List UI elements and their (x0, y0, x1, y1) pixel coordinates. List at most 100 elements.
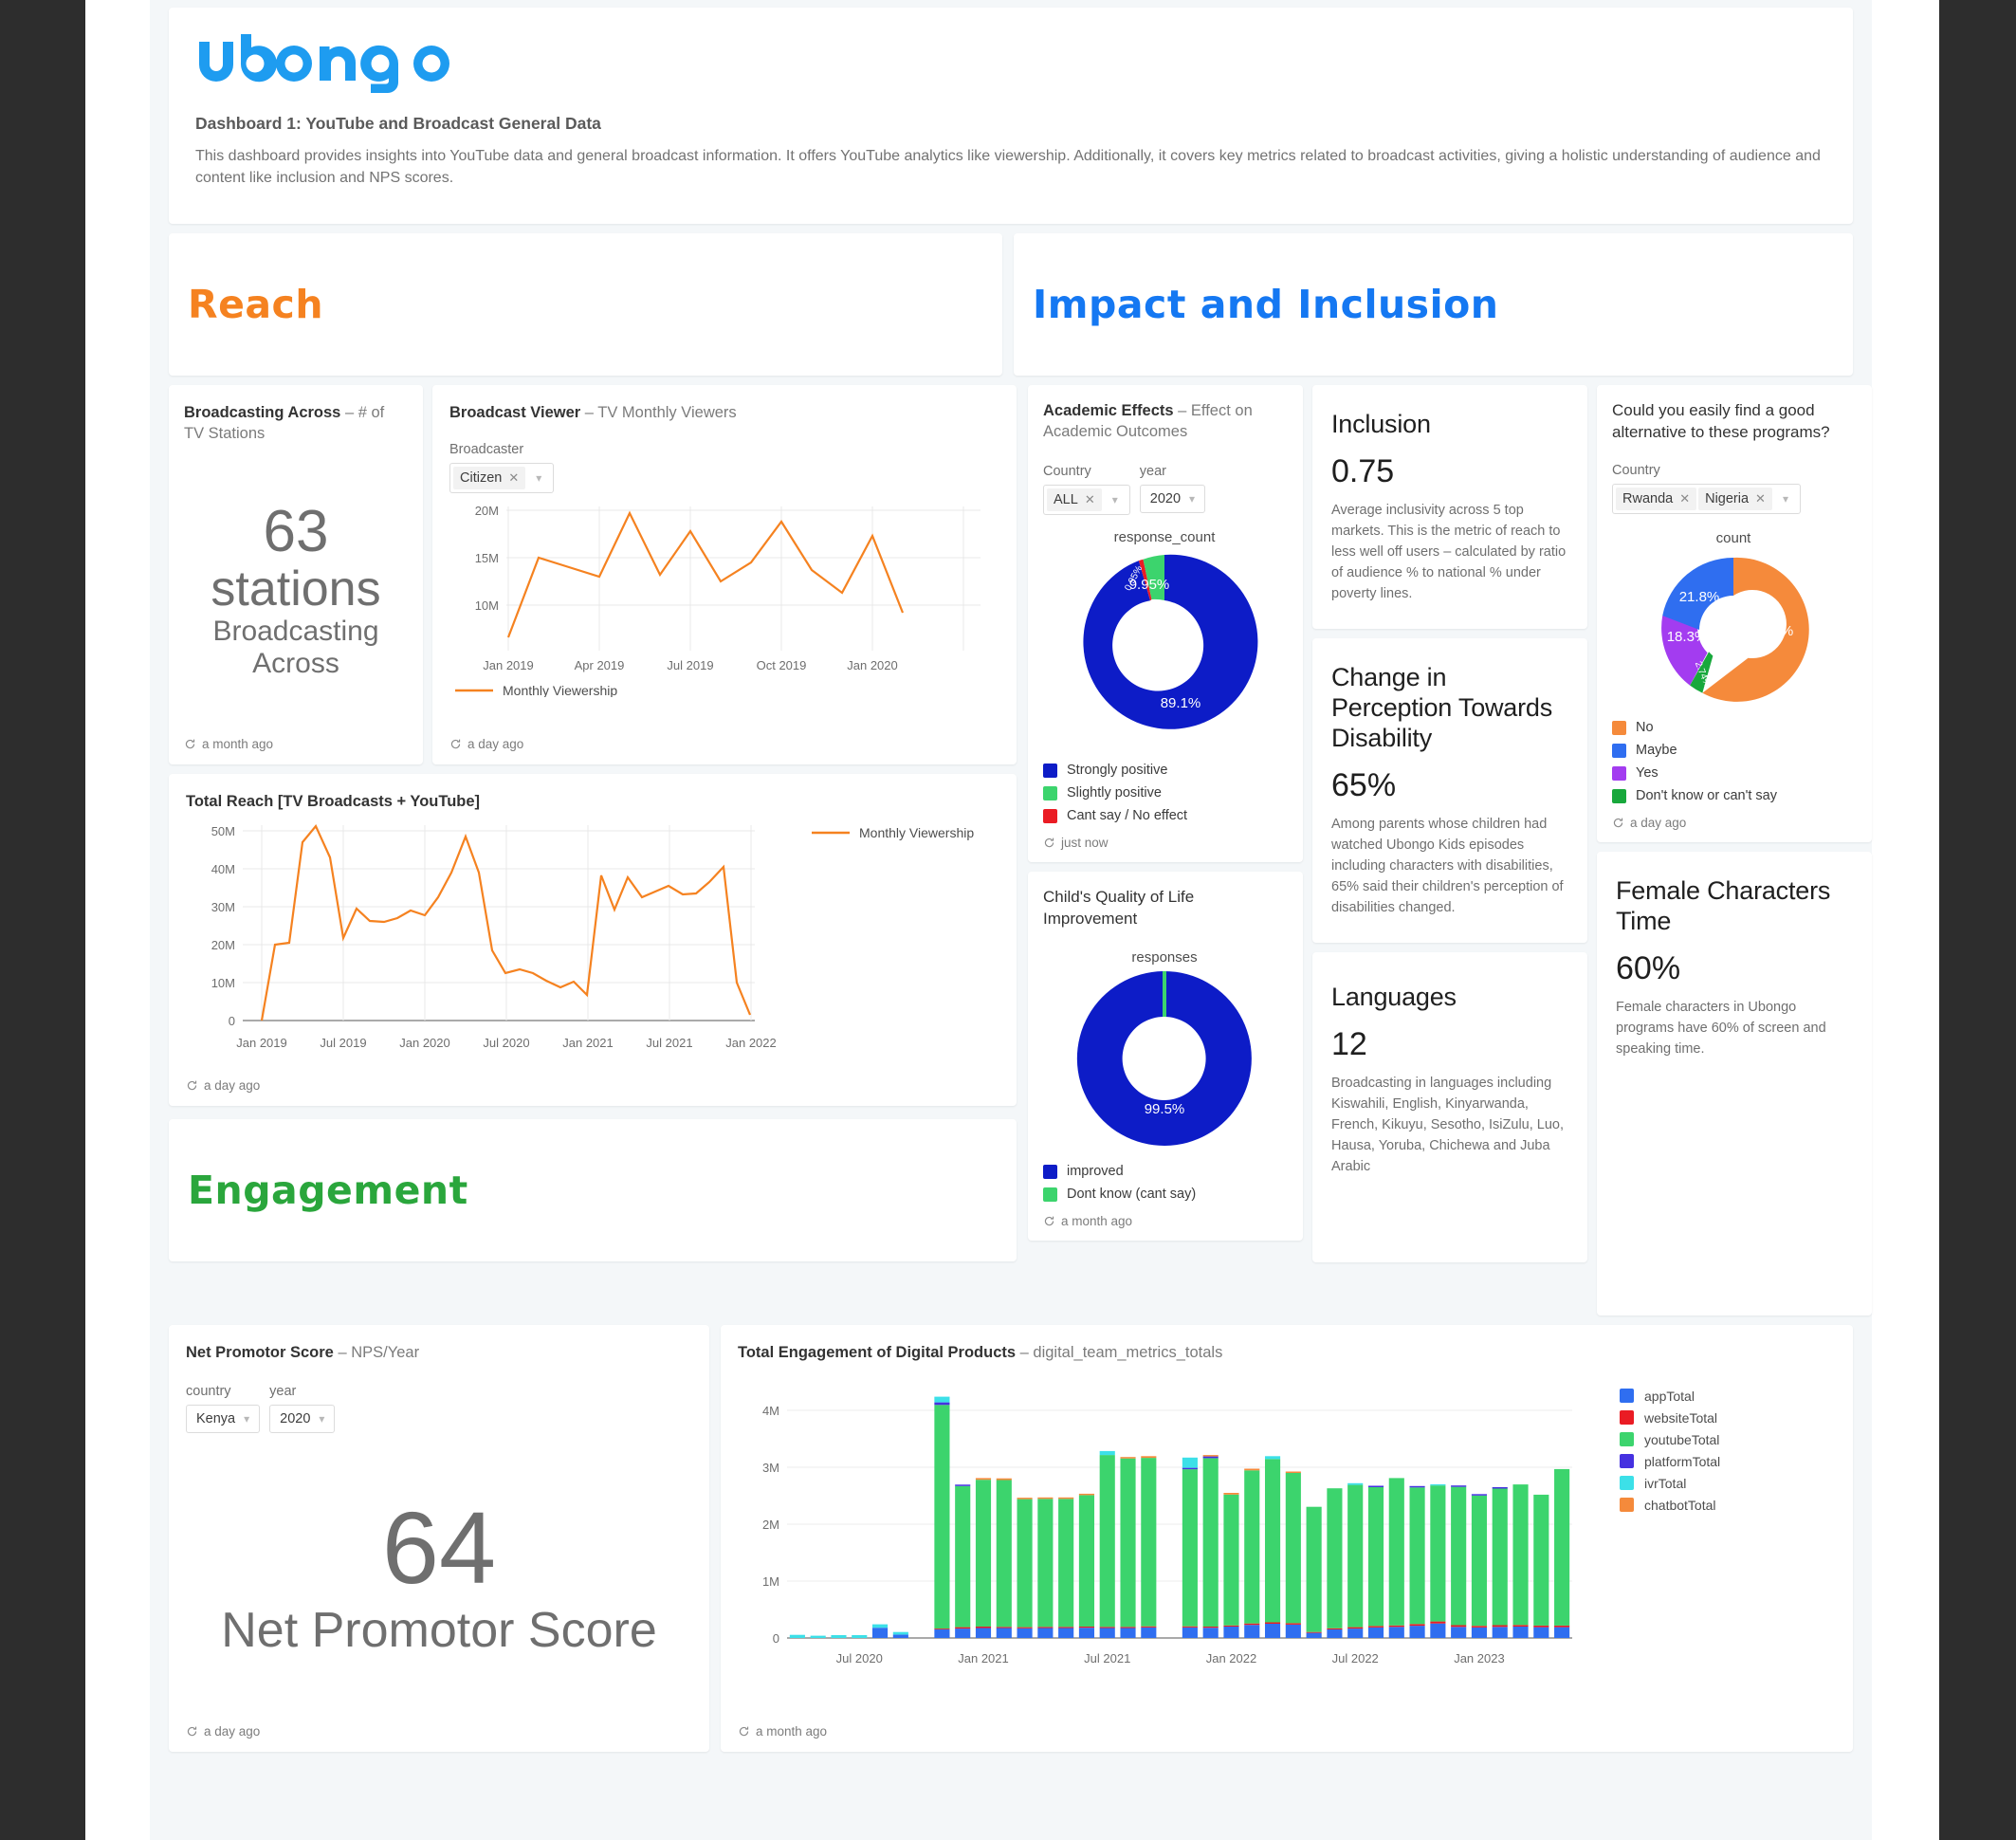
svg-text:10M: 10M (211, 976, 235, 990)
svg-text:platformTotal: platformTotal (1644, 1454, 1720, 1469)
academic-effects-donut: response_count 89.1% 9.95% 0.95% (1043, 529, 1288, 755)
chevron-down-icon[interactable]: ▾ (536, 471, 542, 486)
card-updated-note: a day ago (449, 737, 999, 751)
bar-segment (1120, 1458, 1136, 1628)
card-academic-effects: Academic Effects – Effect on Academic Ou… (1028, 385, 1303, 862)
quality-of-life-donut: responses 99.5% (1043, 949, 1288, 1154)
bar-segment (1182, 1469, 1198, 1627)
svg-text:Jan 2022: Jan 2022 (725, 1036, 777, 1050)
bar-segment (1492, 1625, 1508, 1628)
svg-text:89.1%: 89.1% (1161, 695, 1201, 711)
bar-segment (1099, 1627, 1115, 1628)
bar-segment (1285, 1623, 1301, 1625)
chevron-down-icon[interactable]: ▾ (319, 1412, 325, 1426)
bar-segment (1017, 1628, 1033, 1639)
alternative-country-multiselect[interactable]: Rwanda ✕ Nigeria ✕ ▾ (1612, 483, 1801, 514)
bar-segment (1182, 1627, 1198, 1639)
bar-segment (871, 1624, 889, 1628)
academic-year-select[interactable]: 2020 ▾ (1139, 484, 1206, 513)
refresh-icon (449, 738, 462, 750)
bar-segment (934, 1396, 950, 1403)
legend-label: Maybe (1636, 742, 1677, 758)
svg-text:20M: 20M (475, 504, 499, 518)
chevron-down-icon[interactable]: ▾ (1782, 491, 1788, 506)
card-title-main: Broadcast Viewer (449, 404, 581, 421)
bar-segment (1367, 1487, 1384, 1627)
svg-text:Jan 2019: Jan 2019 (236, 1036, 287, 1050)
bar-segment (1244, 1468, 1260, 1471)
select-value: Kenya (196, 1411, 236, 1427)
svg-text:Jan 2021: Jan 2021 (958, 1651, 1009, 1665)
section-reach: Reach (169, 233, 1003, 376)
updated-text: a day ago (204, 1078, 261, 1093)
bar-segment (1492, 1488, 1508, 1626)
bar-segment (1512, 1627, 1529, 1639)
female-characters-title: Female Characters Time (1616, 875, 1831, 935)
chevron-down-icon[interactable]: ▾ (1189, 491, 1196, 506)
bar-segment (934, 1629, 950, 1639)
bar-segment (1120, 1627, 1136, 1628)
svg-text:15M: 15M (475, 551, 499, 565)
card-title-sub: – digital_team_metrics_totals (1019, 1343, 1223, 1361)
card-broadcast-viewer: Broadcast Viewer – TV Monthly Viewers Br… (432, 385, 1017, 764)
legend-item: Strongly positive (1043, 761, 1288, 781)
legend-swatch (1612, 743, 1626, 758)
bar-segment (1202, 1456, 1219, 1459)
bar-segment (831, 1635, 847, 1639)
svg-text:30M: 30M (211, 900, 235, 914)
legend-label: Strongly positive (1067, 762, 1168, 778)
nps-year-select[interactable]: 2020 ▾ (269, 1405, 336, 1434)
chip-remove-icon[interactable]: ✕ (1755, 490, 1766, 506)
perception-value: 65% (1331, 766, 1397, 803)
bar-segment (1244, 1623, 1260, 1626)
legend-label: Don't know or can't say (1636, 787, 1777, 803)
bar-segment (975, 1628, 992, 1639)
updated-text: a day ago (1630, 815, 1687, 830)
bar-segment (975, 1478, 992, 1481)
card-title-sub: – NPS/Year (338, 1343, 420, 1361)
chip-remove-icon[interactable]: ✕ (1679, 490, 1691, 506)
broadcasting-across-stat: 63 stations Broadcasting Across (184, 445, 408, 737)
chip-country-nigeria[interactable]: Nigeria ✕ (1698, 487, 1772, 510)
chevron-down-icon[interactable]: ▾ (1111, 492, 1118, 506)
card-alternative: Could you easily find a good alternative… (1597, 385, 1872, 842)
bar-segment (1285, 1473, 1301, 1624)
bar-segment (1141, 1456, 1157, 1459)
chip-broadcaster[interactable]: Citizen ✕ (453, 467, 526, 490)
svg-text:20M: 20M (211, 938, 235, 952)
chevron-down-icon[interactable]: ▾ (244, 1412, 250, 1426)
legend-item: Cant say / No effect (1043, 806, 1288, 826)
bar-segment (955, 1484, 971, 1486)
legend-swatch (1043, 763, 1057, 778)
bar-segment (1554, 1468, 1570, 1626)
bar-segment (1492, 1487, 1508, 1489)
chip-remove-icon[interactable]: ✕ (1084, 491, 1095, 506)
refresh-icon (186, 1079, 198, 1092)
svg-text:Jan 2023: Jan 2023 (1454, 1651, 1505, 1665)
academic-year-label: year (1139, 463, 1166, 479)
broadcaster-multiselect[interactable]: Citizen ✕ ▾ (449, 463, 555, 494)
bar-segment (1367, 1627, 1384, 1639)
dashboard-page: Dashboard 1: YouTube and Broadcast Gener… (150, 0, 1872, 1840)
academic-country-multiselect[interactable]: ALL ✕ ▾ (1043, 484, 1130, 515)
card-digital-engagement-title: Total Engagement of Digital Products – d… (738, 1342, 1836, 1363)
bar-segment (892, 1631, 908, 1635)
bar-segment (789, 1634, 805, 1639)
card-quality-of-life-title: Child's Quality of Life Improvement (1043, 887, 1195, 928)
nps-country-select[interactable]: Kenya ▾ (186, 1405, 261, 1434)
card-inclusion: Inclusion 0.75 Average inclusivity acros… (1312, 385, 1587, 630)
card-title-sub: – Effect on Academic Outcomes (1043, 402, 1253, 441)
card-title-main: Academic Effects (1043, 402, 1174, 419)
chip-remove-icon[interactable]: ✕ (508, 470, 520, 486)
card-alternative-title: Could you easily find a good alternative… (1612, 401, 1830, 441)
chip-country-rwanda[interactable]: Rwanda ✕ (1616, 487, 1697, 510)
legend-label: Slightly positive (1067, 784, 1162, 800)
chip-country-all[interactable]: ALL ✕ (1047, 488, 1102, 511)
legend-item: Maybe (1612, 741, 1857, 761)
main-grid: Broadcasting Across – # of TV Stations 6… (169, 385, 1872, 1316)
digital-engagement-chart: 0 1M 2M 3M 4M Jul 2020 Jan 2021 Jul 2021 Jan 202… (738, 1363, 1836, 1724)
bar-segment (1078, 1628, 1095, 1639)
svg-text:Apr 2019: Apr 2019 (575, 658, 625, 672)
bar-segment (1120, 1457, 1136, 1459)
svg-text:99.5%: 99.5% (1145, 1101, 1185, 1117)
